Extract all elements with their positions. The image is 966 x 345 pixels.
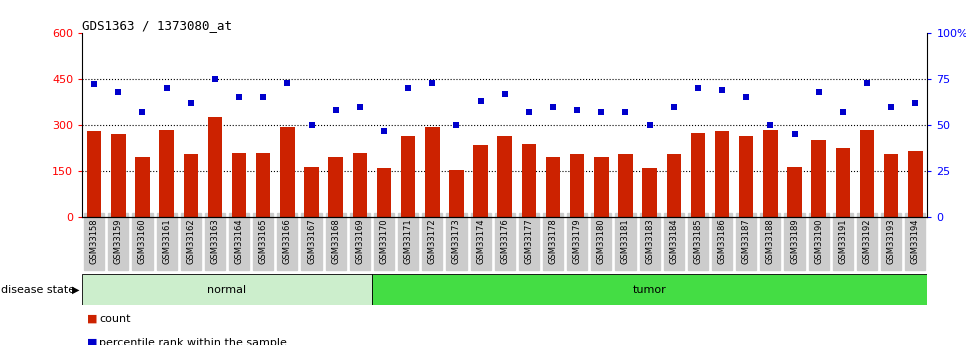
Bar xyxy=(256,153,270,217)
Bar xyxy=(618,154,633,217)
Text: ■: ■ xyxy=(87,314,98,324)
Bar xyxy=(372,274,927,305)
Point xyxy=(111,89,126,95)
Text: ■: ■ xyxy=(87,338,98,345)
Point xyxy=(497,91,513,97)
Bar xyxy=(159,130,174,217)
Point xyxy=(667,104,682,109)
Point xyxy=(835,109,851,115)
Bar xyxy=(208,117,222,217)
Point xyxy=(232,95,247,100)
Bar xyxy=(425,127,440,217)
Point xyxy=(690,85,705,91)
Bar xyxy=(594,157,609,217)
Bar xyxy=(860,130,874,217)
Text: GDS1363 / 1373080_at: GDS1363 / 1373080_at xyxy=(82,19,232,32)
Bar xyxy=(522,144,536,217)
Point xyxy=(208,76,223,82)
Bar xyxy=(739,136,753,217)
Bar xyxy=(353,153,367,217)
Point xyxy=(425,80,440,85)
Point xyxy=(353,104,368,109)
Point xyxy=(787,131,803,137)
Bar xyxy=(304,167,319,217)
Text: count: count xyxy=(99,314,131,324)
Point xyxy=(328,108,344,113)
Bar xyxy=(836,148,850,217)
Bar xyxy=(908,151,923,217)
Bar xyxy=(667,154,681,217)
Bar xyxy=(82,274,372,305)
Bar xyxy=(715,131,729,217)
Point xyxy=(135,109,151,115)
Point xyxy=(811,89,827,95)
Bar xyxy=(811,140,826,217)
Point xyxy=(280,80,296,85)
Bar xyxy=(497,136,512,217)
Point xyxy=(401,85,416,91)
Point xyxy=(473,98,489,104)
Bar xyxy=(87,131,101,217)
Point xyxy=(715,87,730,93)
Point xyxy=(184,100,199,106)
Point xyxy=(546,104,561,109)
Bar xyxy=(763,130,778,217)
Bar xyxy=(280,127,295,217)
Point xyxy=(570,108,585,113)
Point xyxy=(860,80,875,85)
Point xyxy=(449,122,465,128)
Text: disease state: disease state xyxy=(1,285,75,295)
Point xyxy=(908,100,923,106)
Bar xyxy=(546,157,560,217)
Point xyxy=(593,109,610,115)
Text: ▶: ▶ xyxy=(72,285,80,295)
Point xyxy=(618,109,634,115)
Point xyxy=(377,128,392,134)
Bar xyxy=(473,145,488,217)
Bar xyxy=(787,167,802,217)
Bar xyxy=(184,154,198,217)
Point xyxy=(739,95,754,100)
Point xyxy=(304,122,320,128)
Bar xyxy=(135,157,150,217)
Bar xyxy=(328,157,343,217)
Bar xyxy=(111,134,126,217)
Bar xyxy=(691,133,705,217)
Bar xyxy=(449,170,464,217)
Bar xyxy=(377,168,391,217)
Point xyxy=(763,122,779,128)
Point xyxy=(641,122,657,128)
Bar xyxy=(884,154,898,217)
Bar xyxy=(401,136,415,217)
Text: normal: normal xyxy=(208,285,246,295)
Bar xyxy=(232,153,246,217)
Bar xyxy=(642,168,657,217)
Point xyxy=(87,82,102,87)
Text: tumor: tumor xyxy=(633,285,667,295)
Point xyxy=(522,109,537,115)
Point xyxy=(884,104,899,109)
Text: percentile rank within the sample: percentile rank within the sample xyxy=(99,338,287,345)
Point xyxy=(255,95,270,100)
Point xyxy=(158,85,175,91)
Bar xyxy=(570,154,584,217)
